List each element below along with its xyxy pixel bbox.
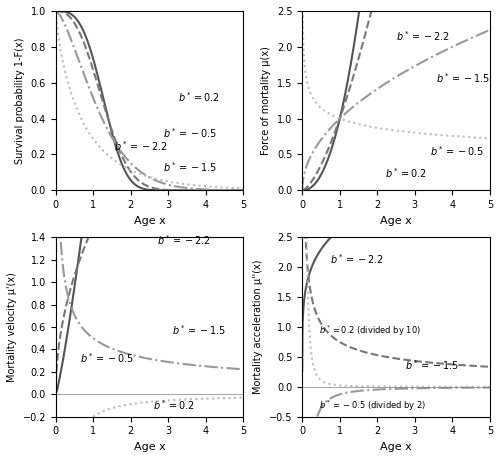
Text: $b^* = -2.2$: $b^* = -2.2$: [157, 234, 210, 247]
Text: $b^* = -1.5$: $b^* = -1.5$: [172, 323, 226, 337]
Text: $b^* = -1.5$: $b^* = -1.5$: [406, 358, 460, 372]
Text: $b^* = 0.2$: $b^* = 0.2$: [154, 398, 194, 412]
X-axis label: Age x: Age x: [380, 216, 412, 226]
Text: $b^* = 0.2$: $b^* = 0.2$: [385, 166, 426, 180]
Text: $b^* = -2.2$: $b^* = -2.2$: [114, 139, 167, 153]
Text: $b^* = -0.5$: $b^* = -0.5$: [80, 351, 134, 365]
Y-axis label: Force of mortality μ(x): Force of mortality μ(x): [262, 46, 272, 155]
Text: $b^* = -2.2$: $b^* = -2.2$: [396, 29, 450, 43]
Text: $b^* = 0.2$: $b^* = 0.2$: [178, 90, 219, 105]
Text: $b^* = -1.5$: $b^* = -1.5$: [162, 161, 216, 174]
Text: $b^* = -0.5$ (divided by 2): $b^* = -0.5$ (divided by 2): [319, 398, 426, 413]
Text: $b^* = -0.5$: $b^* = -0.5$: [430, 144, 484, 158]
Y-axis label: Mortality velocity μ'(x): Mortality velocity μ'(x): [7, 272, 17, 382]
Text: $b^* = 0.2$ (divided by 10): $b^* = 0.2$ (divided by 10): [319, 324, 421, 338]
X-axis label: Age x: Age x: [134, 442, 166, 452]
Text: $b^* = -2.2$: $b^* = -2.2$: [330, 252, 384, 266]
Text: $b^* = -0.5$: $b^* = -0.5$: [162, 127, 216, 140]
X-axis label: Age x: Age x: [134, 216, 166, 226]
Y-axis label: Survival probability 1-F(x): Survival probability 1-F(x): [15, 37, 25, 164]
Y-axis label: Mortality acceleration μ''(x): Mortality acceleration μ''(x): [254, 260, 264, 394]
Text: $b^* = -1.5$: $b^* = -1.5$: [436, 71, 490, 85]
X-axis label: Age x: Age x: [380, 442, 412, 452]
